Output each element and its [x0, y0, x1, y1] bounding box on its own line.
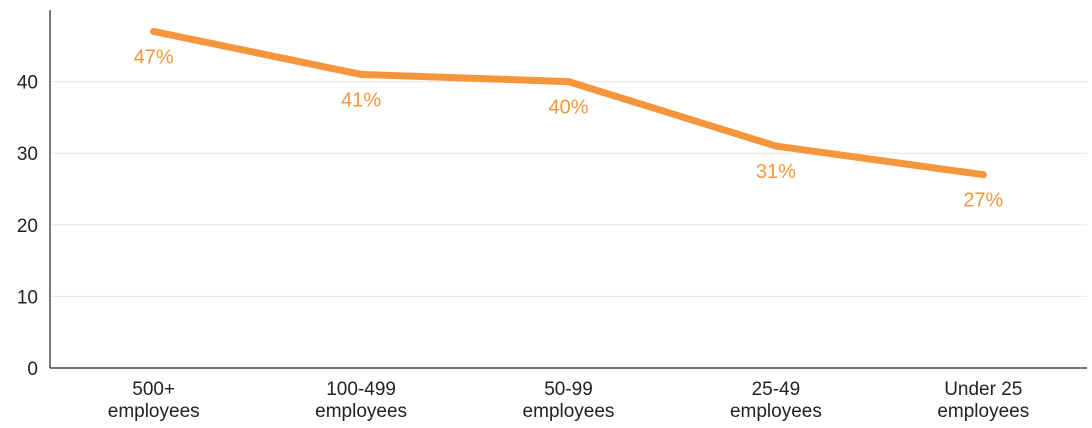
axes	[49, 10, 1087, 369]
x-tick-label-line: employees	[315, 401, 407, 422]
x-tick-label-line: employees	[730, 401, 822, 422]
x-tick-label-line: employees	[523, 401, 615, 422]
x-tick-label-line: 100-499	[326, 379, 396, 400]
x-tick-label: 500+ employees	[108, 379, 200, 422]
data-point	[979, 171, 987, 179]
data-label: 27%	[963, 190, 1003, 212]
y-tick-label: 40	[17, 73, 38, 94]
y-tick-label: 20	[17, 216, 38, 237]
x-tick-label-line: 25-49	[752, 379, 801, 400]
data-label: 40%	[548, 97, 588, 119]
x-tick-label-line: employees	[937, 401, 1029, 422]
data-labels: 47% 41% 40% 31% 27%	[134, 46, 1004, 211]
x-tick-label-line: employees	[108, 401, 200, 422]
x-tick-label-line: 50-99	[544, 379, 593, 400]
x-tick-label: 50-99 employees	[523, 379, 615, 422]
x-tick-label: 25-49 employees	[730, 379, 822, 422]
x-tick-label-line: Under 25	[944, 379, 1022, 400]
data-point	[565, 78, 572, 86]
x-tick-label: Under 25 employees	[937, 379, 1029, 422]
series	[150, 27, 987, 179]
data-label: 47%	[134, 46, 174, 68]
data-point	[150, 27, 158, 35]
y-tick-label: 10	[17, 287, 38, 308]
y-tick-labels: 0 10 20 30 40	[17, 73, 38, 380]
x-tick-label: 100-499 employees	[315, 379, 407, 422]
y-tick-label: 30	[17, 144, 38, 165]
data-point	[772, 142, 780, 150]
x-tick-label-line: 500+	[132, 379, 175, 400]
data-point	[357, 70, 365, 78]
y-tick-label: 0	[27, 359, 38, 380]
data-label: 31%	[756, 161, 796, 183]
data-label: 41%	[341, 89, 381, 111]
